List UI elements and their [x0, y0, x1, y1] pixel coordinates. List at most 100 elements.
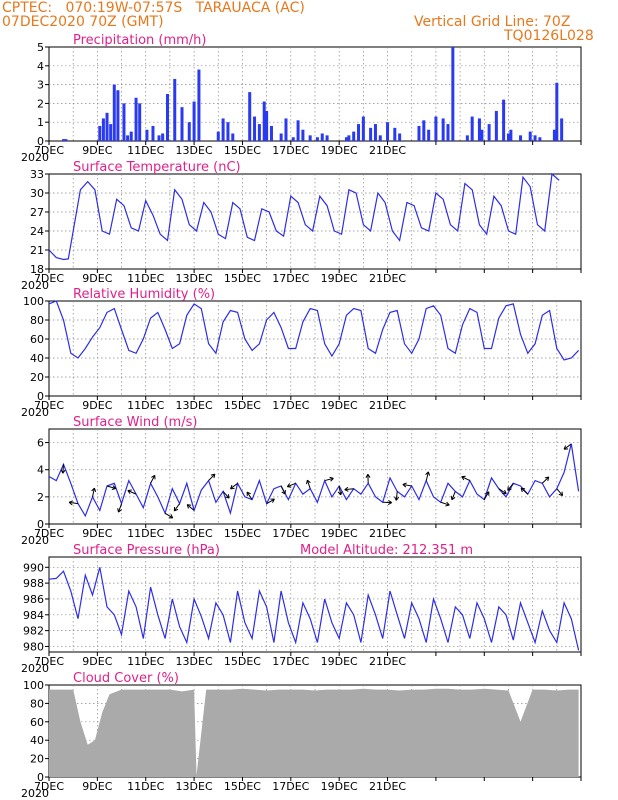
- wind-arrow-shaft: [461, 476, 470, 482]
- cloud-ytick-label: 80: [30, 697, 44, 710]
- cloud-area: [49, 688, 579, 777]
- wind-arrow-head: [544, 476, 550, 482]
- pres-xtick-label: 21DEC: [369, 655, 406, 668]
- precip-bar: [180, 107, 184, 141]
- precip-bar: [126, 135, 130, 141]
- pres-year-label: 2020: [21, 662, 49, 675]
- cloud-title: Cloud Cover (%): [73, 671, 179, 686]
- precip-bar: [357, 124, 361, 141]
- wind-xtick-label: 11DEC: [127, 527, 164, 540]
- precip-bar: [378, 135, 382, 141]
- precip-bar: [269, 125, 273, 141]
- precip-bar: [109, 124, 113, 141]
- precip-bar: [470, 116, 474, 141]
- precip-xtick-label: 7DEC: [34, 144, 64, 157]
- wind-year-label: 2020: [21, 534, 49, 547]
- precip-bar: [112, 84, 116, 141]
- precip-xtick-label: 11DEC: [127, 144, 164, 157]
- wind-arrow-shaft: [150, 475, 156, 484]
- precip-bar: [417, 125, 421, 141]
- precip-xtick-label: 15DEC: [224, 144, 261, 157]
- rh-ytick-label: 40: [30, 352, 44, 365]
- wind-ytick-label: 6: [37, 437, 44, 450]
- wind-arrow-shaft: [541, 476, 550, 484]
- precip-bar: [226, 122, 230, 141]
- wind-arrow-head: [425, 471, 431, 476]
- precip-bar: [122, 103, 126, 141]
- wind-arrow-head: [365, 474, 371, 479]
- wind-ytick-label: 4: [37, 464, 44, 477]
- wind-arrow-shaft: [222, 491, 230, 499]
- rh-xtick-label: 17DEC: [272, 399, 309, 412]
- pres-altitude-label: Model Altitude: 212.351 m: [300, 543, 473, 558]
- wind-arrow-shaft: [186, 504, 195, 511]
- precip-bar: [187, 122, 191, 141]
- precip-bar: [157, 135, 161, 141]
- temp-year-label: 2020: [21, 279, 49, 292]
- wind-arrow-head: [502, 489, 507, 495]
- precip-bar: [487, 124, 491, 141]
- temp-ytick-label: 33: [30, 168, 44, 181]
- precip-bar: [197, 69, 201, 141]
- wind-arrow-head: [402, 482, 407, 488]
- precip-year-label: 2020: [21, 151, 49, 164]
- cloud-ytick-label: 20: [30, 753, 44, 766]
- precip-bar: [248, 92, 252, 141]
- rh-xtick-label: 11DEC: [127, 399, 164, 412]
- precip-xtick-label: 9DEC: [82, 144, 112, 157]
- pres-ytick-label: 980: [23, 640, 44, 653]
- wind-xtick-label: 13DEC: [176, 527, 213, 540]
- rh-ytick-label: 100: [23, 295, 44, 308]
- pres-ytick-label: 986: [23, 593, 44, 606]
- wind-xtick-label: 7DEC: [34, 527, 64, 540]
- wind-arrow-head: [68, 500, 73, 506]
- wind-xtick-label: 17DEC: [272, 527, 309, 540]
- precip-bar: [533, 135, 537, 141]
- precip-bar: [434, 116, 438, 141]
- precip-bar: [216, 131, 220, 141]
- wind-arrow-head: [394, 496, 400, 501]
- wind-panel: 0 2 4 6 7DEC 9DEC 11DEC 13DEC 15DEC 17DEC 19DEC 21D…: [21, 415, 582, 547]
- precip-bar: [373, 124, 377, 141]
- pres-xtick-label: 13DEC: [176, 655, 213, 668]
- rh-xtick-label: 9DEC: [82, 399, 112, 412]
- wind-arrow-head: [281, 490, 286, 495]
- precip-bar: [325, 135, 329, 141]
- precip-bar: [98, 125, 102, 141]
- precip-bar: [538, 137, 542, 141]
- precip-bar: [105, 112, 109, 141]
- pres-xtick-label: 11DEC: [127, 655, 164, 668]
- wind-ytick-label: 2: [37, 491, 44, 504]
- wind-arrow-shaft: [498, 488, 507, 495]
- wind-arrow-shaft: [563, 443, 572, 450]
- temp-ytick-label: 30: [30, 187, 44, 200]
- rh-panel: 0 20 40 60 80 100 7DEC 9DEC 11DEC 13DEC 15DEC 17DEC…: [21, 287, 582, 419]
- temp-ytick-label: 18: [30, 263, 44, 276]
- precip-ytick-label: 1: [37, 116, 44, 129]
- temp-ytick-label: 21: [30, 244, 44, 257]
- cloud-ytick-label: 40: [30, 734, 44, 747]
- precip-bar: [519, 135, 523, 141]
- precip-bar: [279, 133, 283, 141]
- precip-bar: [369, 127, 373, 141]
- precip-bar: [422, 120, 426, 141]
- precip-bar: [465, 135, 469, 141]
- wind-arrow-head: [329, 476, 334, 482]
- temp-xtick-label: 7DEC: [34, 272, 64, 285]
- precip-ytick-label: 0: [37, 135, 44, 148]
- precip-bar: [352, 131, 356, 141]
- precip-xtick-label: 17DEC: [272, 144, 309, 157]
- wind-arrow-shaft: [69, 501, 79, 505]
- pres-xtick-label: 9DEC: [82, 655, 112, 668]
- precip-bar: [253, 116, 257, 141]
- wind-xtick-label: 15DEC: [224, 527, 261, 540]
- temp-ytick-label: 24: [30, 225, 44, 238]
- rh-line: [48, 300, 580, 361]
- rh-ytick-label: 80: [30, 314, 44, 327]
- temp-xtick-label: 21DEC: [369, 272, 406, 285]
- precip-ytick-label: 3: [37, 79, 44, 92]
- wind-arrow-head: [563, 445, 569, 450]
- precip-bar: [165, 94, 169, 141]
- wind-arrow-shaft: [92, 487, 95, 497]
- precip-bar: [138, 103, 142, 141]
